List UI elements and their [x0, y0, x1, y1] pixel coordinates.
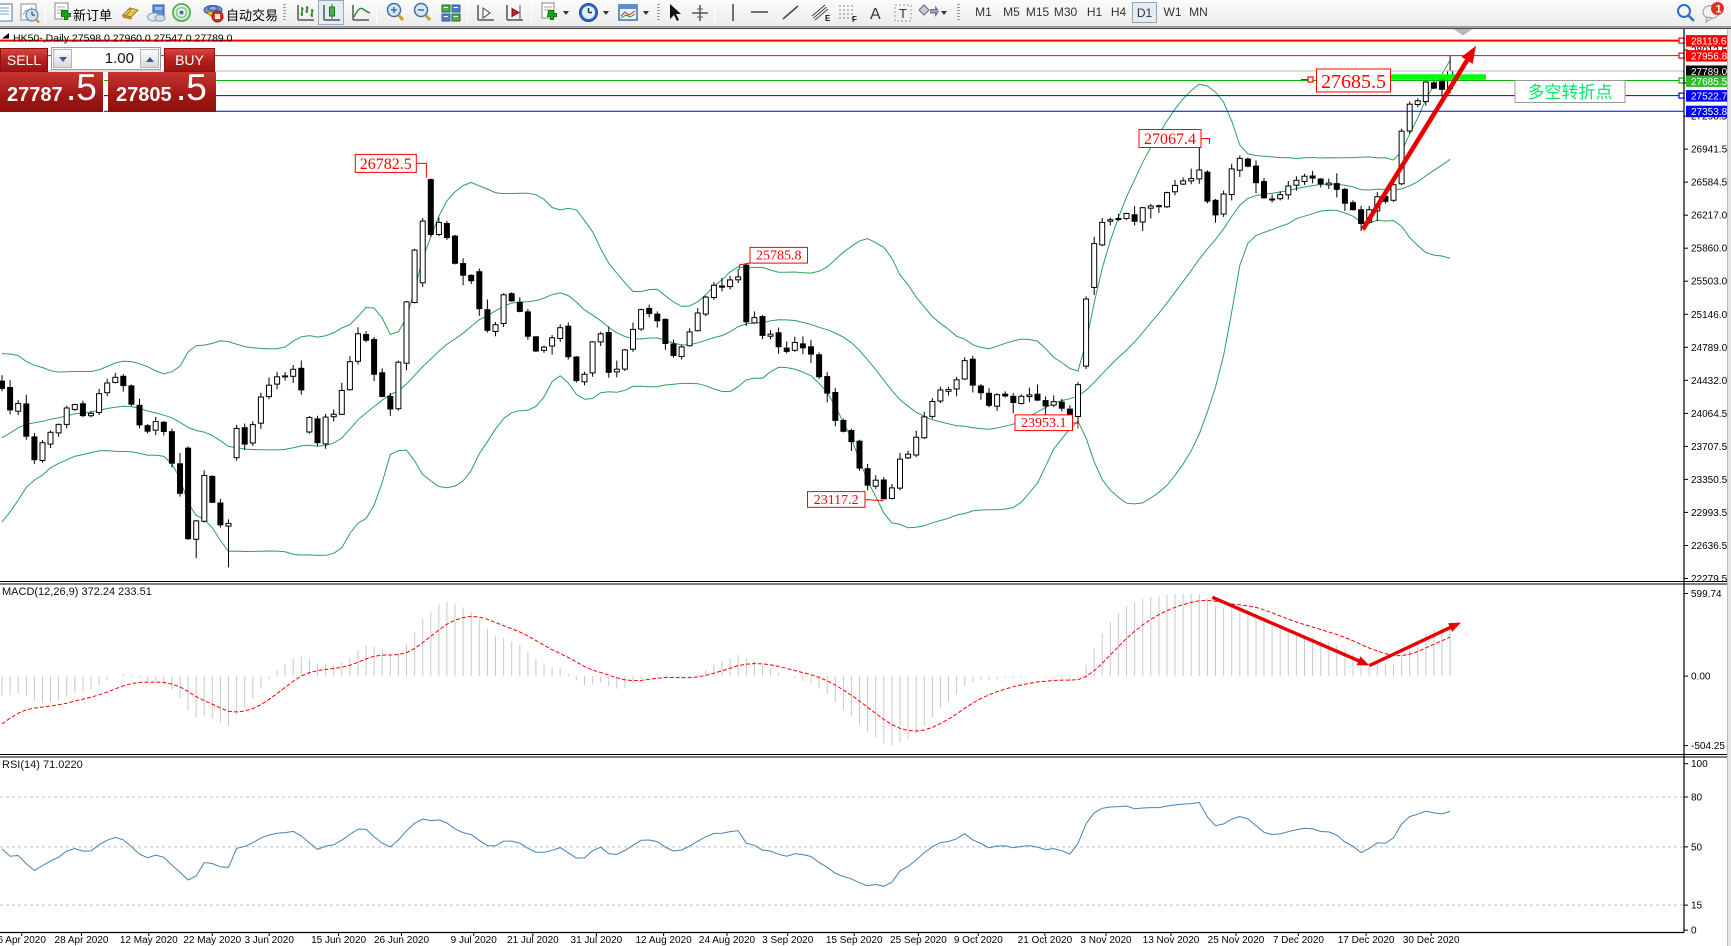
svg-text:26217.0: 26217.0 — [1691, 211, 1728, 222]
svg-text:0: 0 — [1691, 926, 1697, 937]
svg-text:3 Nov 2020: 3 Nov 2020 — [1080, 935, 1132, 946]
svg-text:6 Apr 2020: 6 Apr 2020 — [0, 935, 46, 946]
svg-text:多空转折点: 多空转折点 — [1528, 83, 1613, 102]
svg-text:24 Aug 2020: 24 Aug 2020 — [699, 935, 756, 946]
svg-text:21 Oct 2020: 21 Oct 2020 — [1018, 935, 1073, 946]
svg-text:25860.0: 25860.0 — [1691, 244, 1728, 255]
svg-text:31 Jul 2020: 31 Jul 2020 — [571, 935, 623, 946]
svg-text:15: 15 — [1691, 901, 1703, 912]
svg-text:12 Aug 2020: 12 Aug 2020 — [636, 935, 693, 946]
svg-text:7 Dec 2020: 7 Dec 2020 — [1273, 935, 1325, 946]
svg-text:0.00: 0.00 — [1691, 672, 1711, 683]
svg-text:50: 50 — [1691, 842, 1703, 853]
svg-text:28119.6: 28119.6 — [1691, 37, 1727, 48]
svg-text:27067.4: 27067.4 — [1144, 131, 1196, 148]
svg-text:25 Sep 2020: 25 Sep 2020 — [890, 935, 947, 946]
svg-text:-504.25: -504.25 — [1691, 741, 1725, 752]
svg-text:27522.7: 27522.7 — [1691, 92, 1728, 103]
svg-text:3 Jun 2020: 3 Jun 2020 — [244, 935, 294, 946]
svg-text:21 Jul 2020: 21 Jul 2020 — [507, 935, 559, 946]
svg-text:100: 100 — [1691, 759, 1708, 770]
svg-text:22279.5: 22279.5 — [1691, 574, 1728, 585]
svg-text:F: F — [852, 15, 857, 24]
svg-text:25503.0: 25503.0 — [1691, 277, 1728, 288]
svg-text:17 Dec 2020: 17 Dec 2020 — [1338, 935, 1395, 946]
svg-text:599.74: 599.74 — [1691, 589, 1722, 600]
svg-text:26782.5: 26782.5 — [360, 156, 412, 173]
svg-text:24432.0: 24432.0 — [1691, 376, 1728, 387]
svg-text:13 Nov 2020: 13 Nov 2020 — [1143, 935, 1200, 946]
svg-text:27956.8: 27956.8 — [1691, 52, 1728, 63]
svg-text:9 Oct 2020: 9 Oct 2020 — [954, 935, 1003, 946]
svg-text:22 May 2020: 22 May 2020 — [183, 935, 241, 946]
svg-text:HK50-,Daily 27598.0 27960.0 2: HK50-,Daily 27598.0 27960.0 27547.0 2778… — [13, 33, 233, 45]
svg-text:3 Sep 2020: 3 Sep 2020 — [762, 935, 814, 946]
svg-text:24789.0: 24789.0 — [1691, 343, 1728, 354]
svg-text:9 Jul 2020: 9 Jul 2020 — [451, 935, 498, 946]
svg-text:1: 1 — [1716, 4, 1722, 16]
svg-text:23350.5: 23350.5 — [1691, 475, 1728, 486]
svg-text:RSI(14) 71.0220: RSI(14) 71.0220 — [2, 759, 83, 771]
svg-text:15 Jun 2020: 15 Jun 2020 — [311, 935, 366, 946]
svg-text:27685.5: 27685.5 — [1691, 77, 1728, 88]
svg-text:A: A — [870, 6, 881, 23]
svg-text:E: E — [825, 14, 831, 23]
svg-text:28 Apr 2020: 28 Apr 2020 — [55, 935, 109, 946]
svg-text:26941.5: 26941.5 — [1691, 145, 1728, 156]
svg-text:80: 80 — [1691, 793, 1703, 804]
svg-text:22636.5: 22636.5 — [1691, 541, 1728, 552]
svg-text:MACD(12,26,9) 372.24 233.51: MACD(12,26,9) 372.24 233.51 — [2, 586, 152, 598]
svg-text:15 Sep 2020: 15 Sep 2020 — [826, 935, 883, 946]
svg-text:T: T — [899, 6, 907, 21]
svg-text:22993.5: 22993.5 — [1691, 508, 1728, 519]
svg-text:25785.8: 25785.8 — [756, 249, 802, 264]
svg-text:27685.5: 27685.5 — [1321, 71, 1386, 93]
svg-text:12 May 2020: 12 May 2020 — [120, 935, 178, 946]
svg-text:26584.5: 26584.5 — [1691, 178, 1728, 189]
svg-text:23707.5: 23707.5 — [1691, 442, 1728, 453]
svg-text:25146.0: 25146.0 — [1691, 310, 1728, 321]
svg-text:24064.5: 24064.5 — [1691, 409, 1728, 420]
svg-text:23117.2: 23117.2 — [814, 493, 859, 508]
svg-text:27789.0: 27789.0 — [1691, 67, 1728, 78]
svg-text:30 Dec 2020: 30 Dec 2020 — [1403, 935, 1460, 946]
svg-text:23953.1: 23953.1 — [1021, 416, 1067, 431]
svg-text:25 Nov 2020: 25 Nov 2020 — [1208, 935, 1265, 946]
svg-text:26 Jun 2020: 26 Jun 2020 — [374, 935, 429, 946]
svg-text:27353.8: 27353.8 — [1691, 107, 1728, 118]
